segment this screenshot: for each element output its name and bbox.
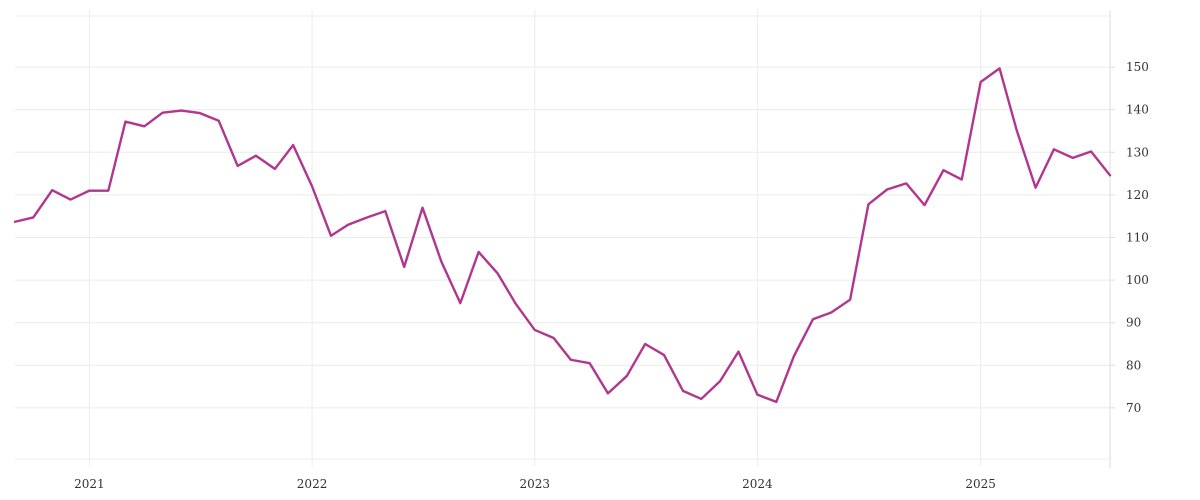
x-tick-label: 2022 (297, 477, 328, 491)
axes (1109, 10, 1115, 468)
x-tick-label: 2023 (519, 477, 550, 491)
y-tick-label: 120 (1126, 188, 1149, 202)
x-tick-label: 2021 (74, 477, 105, 491)
y-tick-label: 100 (1126, 273, 1149, 287)
y-tick-label: 150 (1126, 60, 1149, 74)
y-tick-label: 90 (1126, 316, 1141, 330)
y-tick-label: 70 (1126, 401, 1141, 415)
y-tick-label: 110 (1126, 231, 1149, 245)
y-tick-label: 140 (1126, 103, 1149, 117)
series-line-0 (13, 67, 1112, 404)
y-tick-label: 130 (1126, 145, 1149, 159)
grid (15, 10, 1110, 466)
x-tick-label: 2025 (965, 477, 996, 491)
tick-labels: 70 80 90 100 110 120 130 140 150 2021 2022 2023 2024… (74, 60, 1149, 491)
y-tick-label: 80 (1126, 358, 1141, 372)
series (13, 67, 1112, 404)
x-tick-label: 2024 (742, 477, 773, 491)
